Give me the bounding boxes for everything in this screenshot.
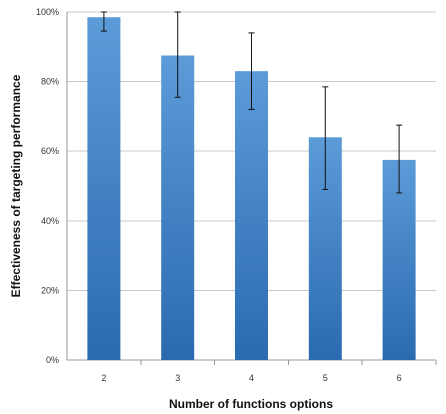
x-tick-label: 5 bbox=[323, 373, 328, 383]
tick-labels: 0% 20% 40% 60% 80% 100% 2 3 4 5 6 bbox=[36, 7, 402, 383]
error-bars bbox=[100, 11, 403, 194]
error-bar bbox=[174, 11, 181, 98]
bar bbox=[161, 55, 195, 360]
x-tick-label: 3 bbox=[175, 373, 180, 383]
x-tick-label: 2 bbox=[101, 373, 106, 383]
error-bar bbox=[100, 11, 107, 32]
y-tick-label: 80% bbox=[41, 77, 59, 87]
y-tick-label: 20% bbox=[41, 285, 59, 295]
error-bar bbox=[248, 32, 255, 110]
y-tick-label: 40% bbox=[41, 216, 59, 226]
y-tick-label: 0% bbox=[46, 355, 59, 365]
bar bbox=[87, 17, 121, 360]
error-bar bbox=[396, 124, 403, 194]
y-tick-label: 100% bbox=[36, 7, 59, 17]
x-tick-label: 6 bbox=[397, 373, 402, 383]
x-tick-label: 4 bbox=[249, 373, 254, 383]
y-axis-title: Effectiveness of targeting performance bbox=[9, 74, 23, 297]
bars bbox=[87, 17, 416, 360]
x-axis-title: Number of functions options bbox=[169, 397, 333, 411]
y-tick-label: 60% bbox=[41, 146, 59, 156]
error-bar bbox=[322, 86, 329, 190]
bar bbox=[235, 71, 268, 360]
